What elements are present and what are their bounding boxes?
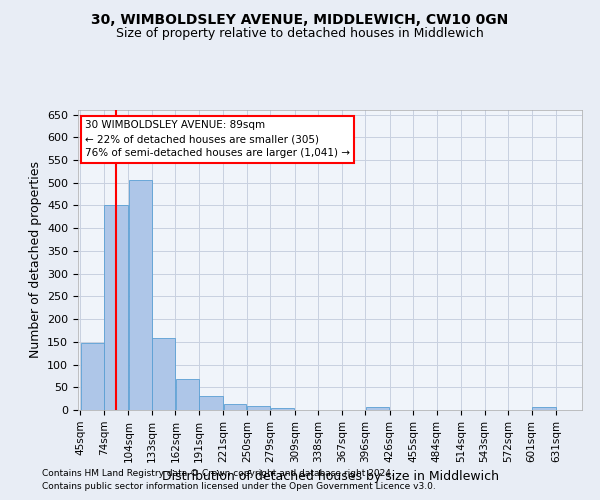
Text: Contains HM Land Registry data © Crown copyright and database right 2024.: Contains HM Land Registry data © Crown c… xyxy=(42,468,394,477)
Bar xyxy=(104,206,128,410)
X-axis label: Distribution of detached houses by size in Middlewich: Distribution of detached houses by size … xyxy=(161,470,499,483)
Bar xyxy=(128,180,152,410)
Bar xyxy=(81,342,104,410)
Bar xyxy=(271,408,295,410)
Y-axis label: Number of detached properties: Number of detached properties xyxy=(29,162,41,358)
Bar xyxy=(532,408,556,410)
Text: 30 WIMBOLDSLEY AVENUE: 89sqm
← 22% of detached houses are smaller (305)
76% of s: 30 WIMBOLDSLEY AVENUE: 89sqm ← 22% of de… xyxy=(85,120,350,158)
Bar xyxy=(247,406,270,410)
Bar xyxy=(199,396,223,410)
Text: Size of property relative to detached houses in Middlewich: Size of property relative to detached ho… xyxy=(116,28,484,40)
Bar xyxy=(152,338,175,410)
Bar xyxy=(224,404,247,410)
Text: Contains public sector information licensed under the Open Government Licence v3: Contains public sector information licen… xyxy=(42,482,436,491)
Bar xyxy=(176,379,199,410)
Text: 30, WIMBOLDSLEY AVENUE, MIDDLEWICH, CW10 0GN: 30, WIMBOLDSLEY AVENUE, MIDDLEWICH, CW10… xyxy=(91,12,509,26)
Bar xyxy=(365,408,389,410)
